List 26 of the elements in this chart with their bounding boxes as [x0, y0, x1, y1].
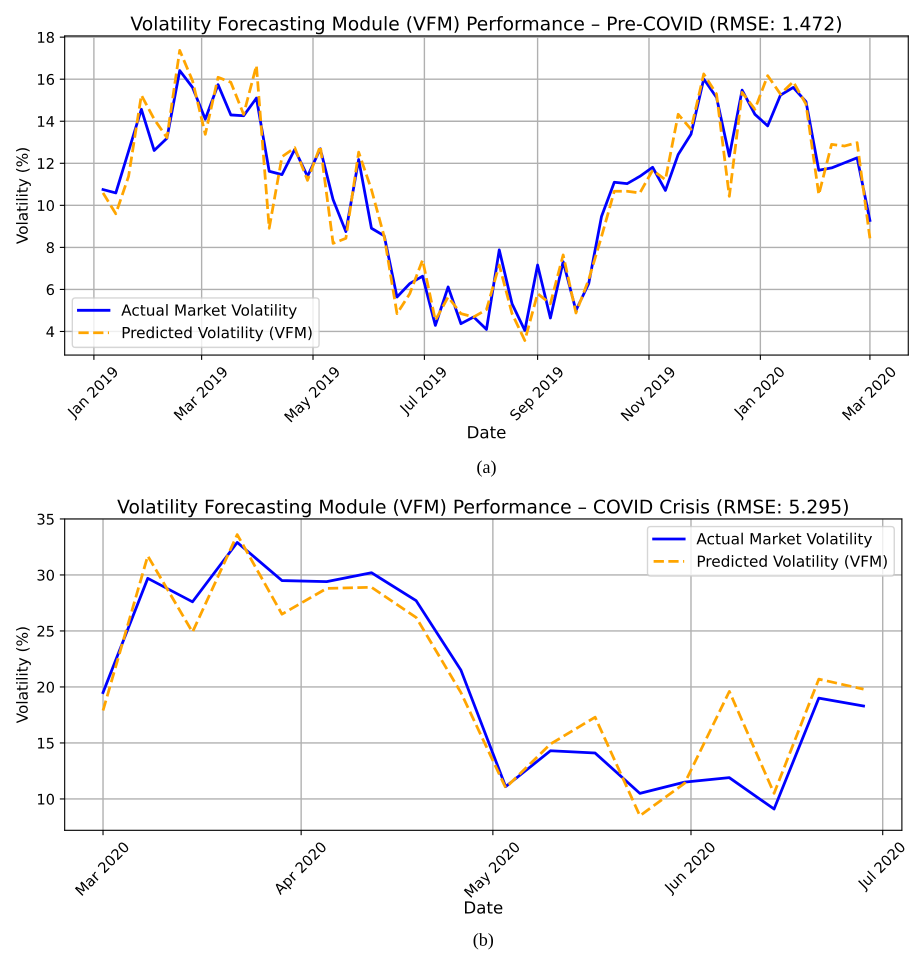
legend-label: Actual Market Volatility: [696, 532, 872, 548]
x-axis-title: Date: [468, 426, 506, 438]
text: (b): [474, 933, 494, 950]
y-tick-label: 14: [38, 116, 54, 127]
y-tick-label: 20: [37, 682, 54, 693]
y-tick-label: 8: [46, 242, 54, 254]
y-tick-label: 18: [38, 32, 54, 43]
legend-label: Predicted Volatility (VFM): [698, 555, 887, 570]
y-tick-label: 35: [38, 514, 54, 525]
y-tick-label: 30: [38, 570, 54, 581]
y-axis-title: Volatility (%): [16, 148, 31, 244]
y-tick-label: 6: [46, 284, 54, 296]
chart-title: Volatility Forecasting Module (VFM) Performance – COVID Crisis (RMSE: 5.295): [117, 499, 848, 518]
x-axis-title: Date: [465, 901, 502, 914]
y-tick-label: 25: [37, 626, 54, 637]
y-tick-label: 12: [38, 158, 54, 169]
legend-label: Predicted Volatility (VFM): [122, 326, 312, 342]
y-tick-label: 10: [38, 794, 54, 805]
y-tick-label: 4: [46, 326, 54, 338]
y-tick-label: 15: [38, 738, 54, 749]
text: (a): [477, 460, 496, 477]
chart-title: Volatility Forecasting Module (VFM) Performance – Pre-COVID (RMSE: 1.472): [130, 16, 841, 34]
y-tick-label: 10: [38, 200, 54, 212]
y-axis-title: Volatility (%): [16, 627, 31, 724]
y-tick-label: 16: [38, 74, 54, 85]
legend-label: Actual Market Volatility: [121, 304, 297, 319]
